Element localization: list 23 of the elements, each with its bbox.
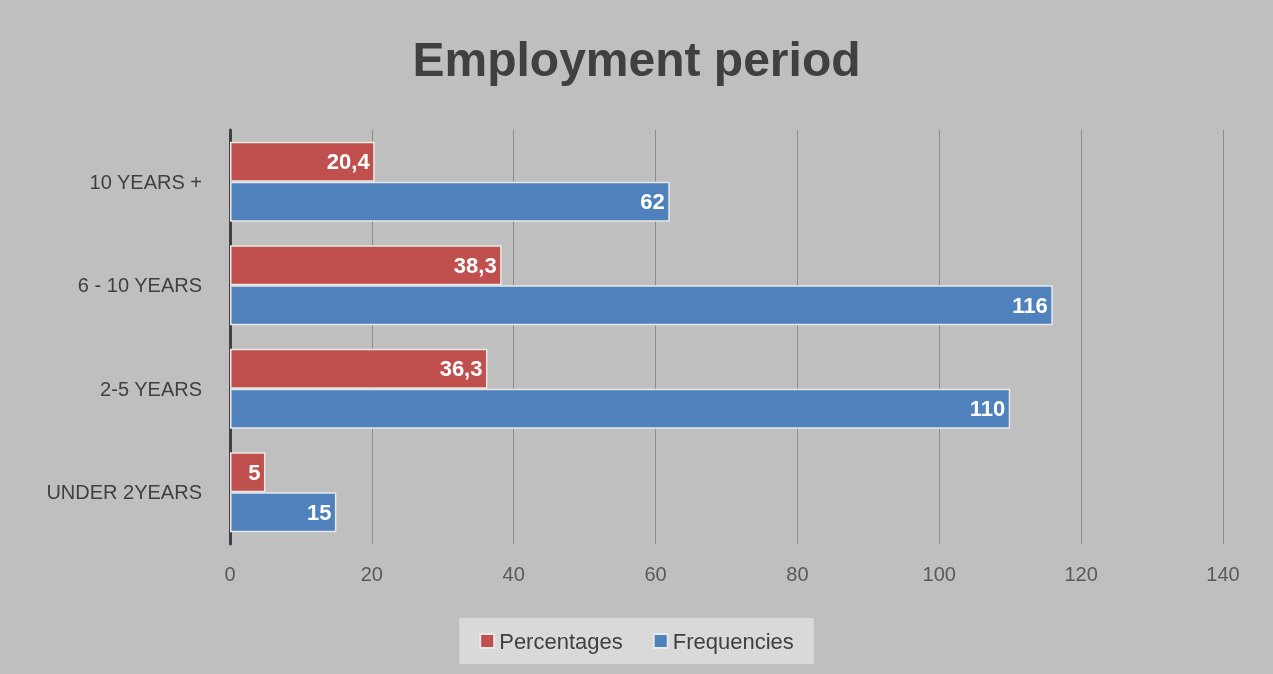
chart-title: Employment period [412,32,861,86]
x-tick-label: 80 [786,563,809,585]
x-tick-label: 100 [922,563,956,585]
data-label: 20,4 [326,149,371,175]
data-label: 5 [248,459,261,485]
data-label: 62 [640,189,665,215]
y-tick-label: 10 YEARS + [89,170,202,193]
x-tick-label: 60 [644,563,667,585]
legend-label: Percentages [499,628,623,654]
y-tick-label: 2-5 YEARS [100,377,202,400]
data-label: 38,3 [453,252,497,278]
x-tick-label: 140 [1206,563,1240,585]
x-tick-label: 0 [224,563,236,585]
data-label: 116 [1012,292,1048,318]
x-tick-label: 20 [360,563,383,585]
data-label: 15 [306,499,332,525]
data-label: 36,3 [439,356,483,382]
data-label: 110 [969,396,1006,422]
y-tick-label: 6 - 10 YEARS [77,274,202,297]
legend-label: Frequencies [672,628,794,654]
y-tick-label: UNDER 2YEARS [46,481,202,504]
x-tick-label: 120 [1064,563,1098,585]
x-tick-label: 40 [502,563,525,585]
